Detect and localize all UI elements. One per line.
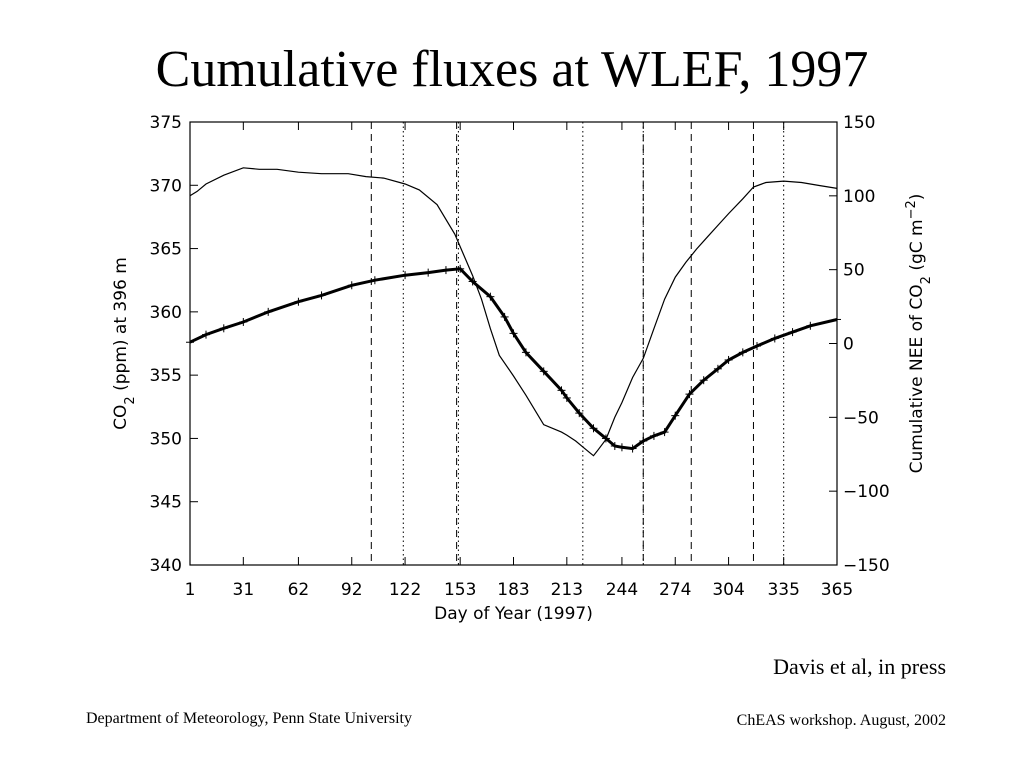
x-tick-label: 183 bbox=[497, 580, 529, 600]
x-axis-label: Day of Year (1997) bbox=[434, 604, 593, 624]
co2-point bbox=[738, 348, 747, 357]
x-tick-label: 274 bbox=[659, 580, 691, 600]
co2-point bbox=[441, 266, 450, 275]
left-y-tick-label: 370 bbox=[150, 176, 182, 196]
co2-point bbox=[264, 307, 273, 316]
x-tick-label: 304 bbox=[712, 580, 744, 600]
left-y-tick-label: 340 bbox=[150, 556, 182, 576]
co2-point bbox=[486, 292, 495, 301]
co2-point bbox=[770, 334, 779, 343]
co2-point bbox=[589, 424, 598, 433]
co2-point bbox=[699, 376, 708, 385]
co2-point bbox=[724, 355, 733, 364]
footer-department: Department of Meteorology, Penn State Un… bbox=[86, 710, 412, 727]
left-y-tick-label: 365 bbox=[150, 240, 182, 260]
tick-layer: 1 31 62 92 122 153 183 213 244 274 304 335 365 340 345… bbox=[150, 113, 890, 600]
citation: Davis et al, in press bbox=[773, 654, 946, 679]
left-y-tick-label: 375 bbox=[150, 113, 182, 133]
right-y-tick-label: 50 bbox=[843, 261, 865, 281]
co2-point bbox=[239, 317, 248, 326]
co2-point bbox=[347, 281, 356, 290]
co2-point bbox=[294, 297, 303, 306]
co2-point bbox=[639, 436, 648, 445]
right-y-tick-label: −100 bbox=[843, 482, 890, 502]
co2-point bbox=[806, 321, 815, 330]
co2-point bbox=[509, 329, 518, 338]
co2-point bbox=[370, 276, 379, 285]
co2-point bbox=[521, 348, 530, 357]
left-axis-label: CO2 (ppm) at 396 m bbox=[111, 257, 138, 430]
co2-point bbox=[500, 312, 509, 321]
x-tick-label: 213 bbox=[551, 580, 583, 600]
right-y-tick-label: −150 bbox=[843, 556, 890, 576]
co2-point bbox=[575, 409, 584, 418]
co2-point bbox=[201, 330, 210, 339]
co2-point bbox=[601, 434, 610, 443]
co2-point bbox=[401, 271, 410, 280]
cumulative-nee-line bbox=[189, 167, 838, 457]
vertical-marker-lines bbox=[370, 122, 785, 565]
x-tick-label: 92 bbox=[341, 580, 363, 600]
x-tick-label: 365 bbox=[821, 580, 853, 600]
co2-point bbox=[539, 367, 548, 376]
co2-point bbox=[468, 277, 477, 286]
co2-point bbox=[424, 268, 433, 277]
co2-point bbox=[562, 393, 571, 402]
left-y-tick-label: 350 bbox=[150, 429, 182, 449]
slide-title: Cumulative fluxes at WLEF, 1997 bbox=[155, 41, 869, 98]
plot-frame bbox=[189, 121, 838, 566]
co2-point bbox=[685, 390, 694, 399]
x-tick-label: 31 bbox=[233, 580, 255, 600]
co2-point bbox=[617, 443, 626, 452]
co2-point bbox=[649, 431, 658, 440]
left-y-tick-label: 345 bbox=[150, 493, 182, 513]
co2-point bbox=[713, 364, 722, 373]
right-axis-label: Cumulative NEE of CO2 (gC m−2) bbox=[904, 194, 934, 474]
x-tick-label: 62 bbox=[288, 580, 310, 600]
x-tick-label: 335 bbox=[767, 580, 799, 600]
co2-point bbox=[628, 444, 637, 453]
co2-point bbox=[219, 324, 228, 333]
right-y-tick-label: 0 bbox=[843, 335, 854, 355]
co2-point bbox=[660, 428, 669, 437]
right-y-tick-label: −50 bbox=[843, 408, 879, 428]
co2-point bbox=[456, 264, 465, 273]
x-tick-label: 153 bbox=[444, 580, 476, 600]
x-tick-label: 244 bbox=[606, 580, 638, 600]
co2-point bbox=[610, 442, 619, 451]
left-y-tick-label: 355 bbox=[150, 366, 182, 386]
co2-trace bbox=[189, 267, 838, 451]
co2-point bbox=[557, 386, 566, 395]
co2-point bbox=[753, 342, 762, 351]
x-tick-label: 1 bbox=[185, 580, 196, 600]
co2-point bbox=[317, 291, 326, 300]
co2-point bbox=[788, 328, 797, 337]
cumulative-flux-chart: 1 31 62 92 122 153 183 213 244 274 304 335 365 340 345… bbox=[111, 113, 934, 624]
left-y-tick-label: 360 bbox=[150, 303, 182, 323]
x-tick-label: 122 bbox=[389, 580, 421, 600]
series-layer bbox=[186, 167, 841, 457]
right-y-tick-label: 150 bbox=[843, 113, 875, 133]
footer-workshop: ChEAS workshop. August, 2002 bbox=[736, 712, 946, 729]
co2-point bbox=[671, 411, 680, 420]
right-y-tick-label: 100 bbox=[843, 187, 875, 207]
